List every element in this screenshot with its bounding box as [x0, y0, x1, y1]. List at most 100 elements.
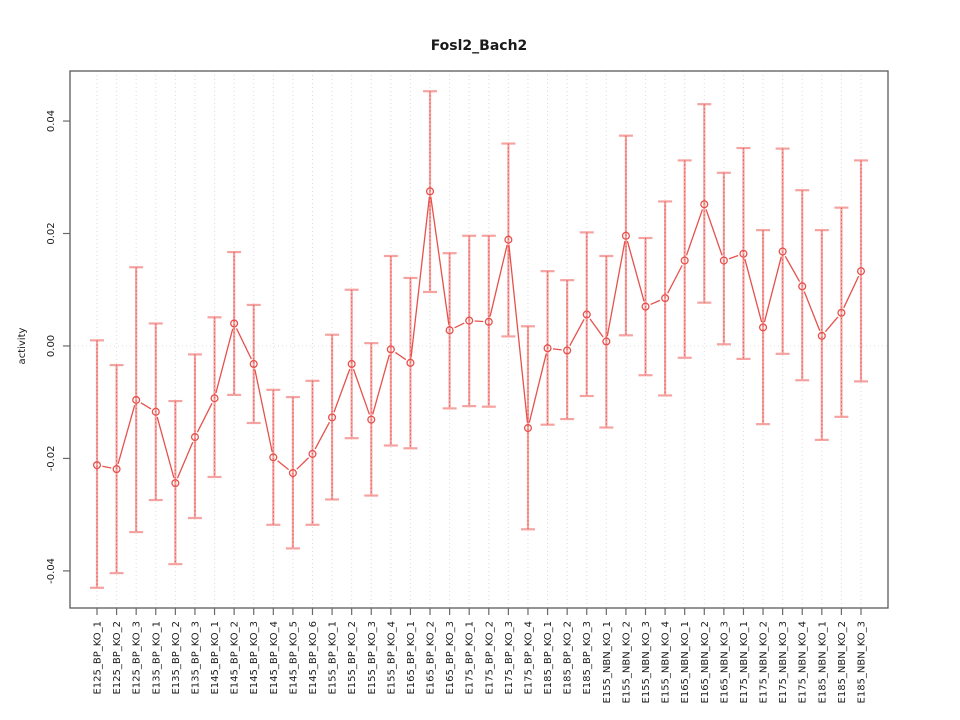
x-tick-label: E185_NBN_KO_3	[857, 621, 868, 703]
data-point	[445, 326, 454, 335]
y-tick-label: 0.04	[46, 110, 57, 132]
x-tick-label: E185_BP_KO_1	[543, 621, 554, 695]
x-tick-label: E155_NBN_KO_2	[621, 621, 632, 703]
series-segment	[606, 241, 626, 337]
data-point	[856, 267, 866, 276]
x-tick-label: E155_NBN_KO_1	[602, 621, 613, 703]
series-segment	[705, 209, 723, 256]
chart-title: Fosl2_Bach2	[431, 38, 528, 54]
y-tick-label: 0.02	[46, 222, 57, 244]
data-point	[132, 395, 141, 404]
data-point	[661, 294, 670, 303]
series-segment	[667, 265, 683, 294]
data-point	[92, 461, 102, 470]
data-point	[249, 359, 258, 369]
series-segment	[314, 421, 331, 450]
data-point	[582, 310, 591, 319]
data-point	[112, 465, 121, 474]
x-tick-label: E135_BP_KO_1	[151, 621, 162, 695]
plot-border	[69, 70, 889, 609]
x-tick-label: E145_BP_KO_2	[230, 621, 241, 695]
data-point	[367, 415, 376, 424]
series-segment	[140, 402, 152, 410]
data-point	[484, 317, 493, 326]
series-segment	[235, 328, 252, 360]
x-tick-label: E135_BP_KO_3	[190, 621, 201, 695]
data-point	[425, 187, 435, 196]
x-tick-label: E175_NBN_KO_1	[739, 621, 750, 703]
data-point	[288, 468, 297, 478]
series-segment	[685, 209, 704, 256]
data-point	[759, 323, 768, 332]
data-point	[151, 407, 160, 416]
data-point	[230, 319, 239, 328]
x-tick-label: E185_NBN_KO_1	[817, 621, 828, 703]
x-tick-label: E135_BP_KO_2	[171, 621, 182, 695]
grid-layer	[70, 71, 888, 608]
y-tick-label: -0.02	[46, 445, 57, 471]
series-segment	[215, 328, 234, 394]
series-segment	[626, 240, 645, 302]
series-segment	[843, 275, 860, 309]
series-segment	[196, 402, 213, 433]
data-point	[190, 433, 199, 442]
x-tick-label: E145_BP_KO_1	[210, 621, 221, 695]
x-tick-label: E125_BP_KO_1	[93, 621, 104, 695]
x-tick-label: E175_BP_KO_3	[504, 621, 515, 695]
x-tick-label: E175_BP_KO_2	[484, 621, 495, 695]
series-segment	[803, 291, 821, 331]
x-tick-label: E175_NBN_KO_4	[798, 621, 809, 703]
series-segment	[744, 258, 763, 323]
data-point	[210, 394, 219, 403]
data-point	[328, 413, 337, 422]
data-point	[406, 358, 415, 367]
data-point	[680, 256, 689, 265]
x-tick-label: E145_BP_KO_3	[249, 621, 260, 695]
data-point	[386, 345, 395, 354]
data-point	[739, 249, 748, 258]
series-segment	[333, 368, 351, 413]
data-point	[523, 424, 533, 433]
data-point	[308, 449, 317, 458]
series-segment	[784, 255, 801, 282]
series-segment	[102, 465, 112, 469]
x-tick-label: E155_BP_KO_1	[328, 621, 339, 695]
series-segment	[728, 254, 739, 260]
y-tick-label: -0.04	[46, 558, 57, 584]
data-point	[602, 337, 611, 346]
data-point	[563, 346, 572, 355]
series-segment	[254, 369, 273, 453]
x-tick-label: E165_BP_KO_3	[445, 621, 456, 695]
x-tick-label: E155_BP_KO_3	[367, 621, 378, 695]
data-point	[719, 256, 728, 265]
series-segment	[352, 368, 371, 415]
x-tick-label: E155_BP_KO_4	[386, 621, 397, 695]
data-point	[504, 235, 513, 244]
data-point	[837, 308, 846, 317]
x-tick-label: E145_BP_KO_5	[288, 621, 299, 695]
series-segment	[528, 353, 547, 423]
data-point	[269, 453, 278, 462]
x-tick-label: E155_BP_KO_2	[347, 621, 358, 695]
x-tick-label: E145_BP_KO_6	[308, 621, 319, 695]
series-segment	[489, 244, 508, 317]
x-tick-label: E145_BP_KO_4	[269, 621, 280, 695]
x-tick-label: E175_BP_KO_4	[523, 621, 534, 695]
series-segment	[296, 457, 310, 470]
x-tick-label: E155_NBN_KO_3	[641, 621, 652, 703]
axis-layer: -0.04 -0.02 0.00 0.02 0.04 E125_BP_KO_1 E125_B…	[46, 70, 889, 703]
series-segment	[569, 318, 585, 346]
x-tick-label: E165_NBN_KO_3	[719, 621, 730, 703]
data-point	[778, 247, 787, 256]
series-segment	[824, 316, 839, 333]
series-segment	[508, 245, 529, 423]
x-tick-label: E165_NBN_KO_2	[700, 621, 711, 703]
series-segment	[763, 256, 782, 323]
series-segment	[156, 416, 175, 479]
x-tick-label: E165_BP_KO_1	[406, 621, 417, 695]
x-tick-label: E175_NBN_KO_2	[759, 621, 770, 703]
series-segment	[372, 354, 390, 415]
series-segment	[589, 318, 604, 338]
